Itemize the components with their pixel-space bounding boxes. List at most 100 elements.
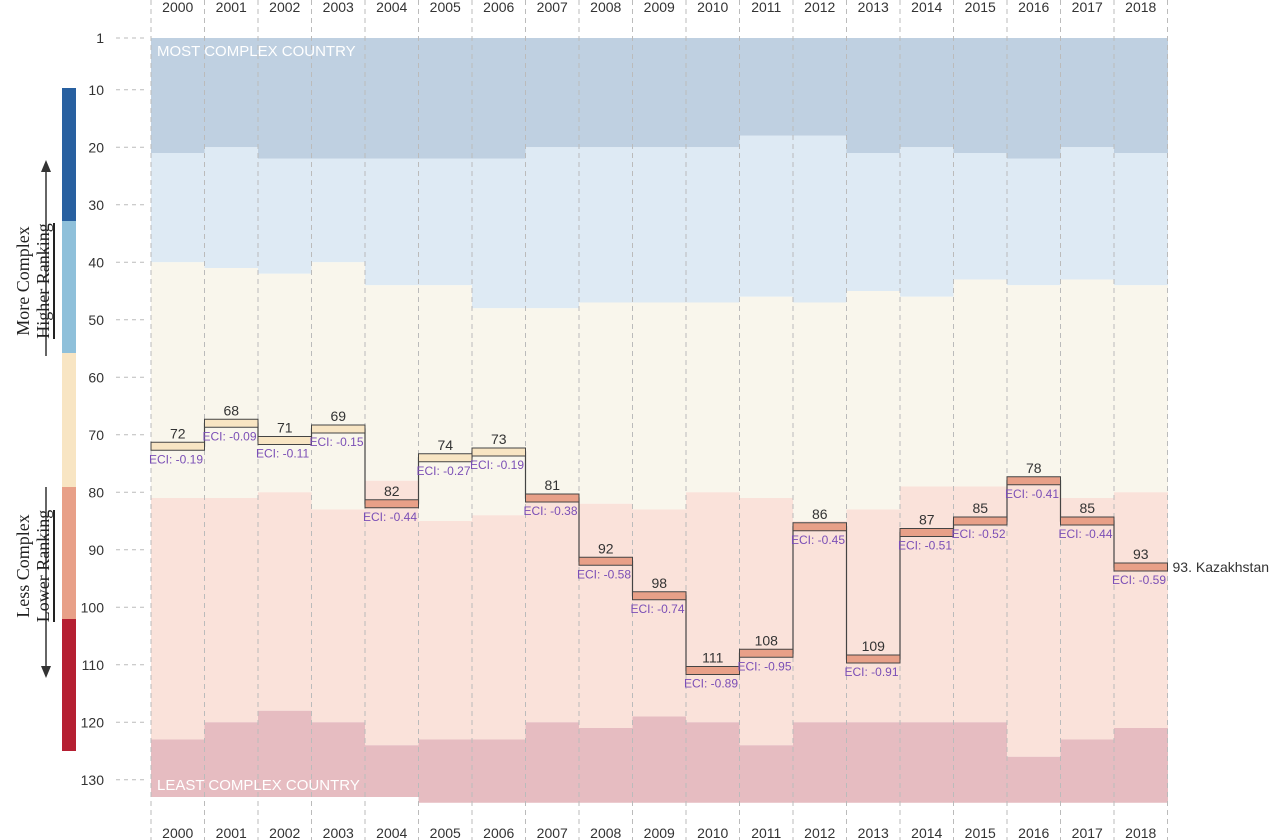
year-label-top-2004: 2004 [376,0,407,15]
band-top-2015 [953,38,1008,153]
eci-label-2016: ECI: -0.41 [1005,487,1059,501]
year-label-bottom-2004: 2004 [376,825,407,840]
year-label-top-2015: 2015 [965,0,996,15]
rank-marker-2006 [471,447,526,457]
band-top-2007 [525,38,580,148]
year-label-top-2017: 2017 [1072,0,1103,15]
rank-value-label-2003: 69 [330,408,346,424]
band-middle-2010 [686,302,740,493]
band-bottom-2003 [311,722,366,797]
band-lower-2001 [204,498,259,723]
band-lower-2013 [846,509,901,723]
band-lower-2015 [953,486,1008,723]
rank-value-label-2007: 81 [544,477,560,493]
year-label-top-2000: 2000 [162,0,193,15]
y-tick-label-50: 50 [88,312,104,328]
rank-value-label-2011: 108 [755,632,779,648]
rank-marker-2003 [311,424,366,434]
band-lower-2008 [579,503,633,728]
rank-value-label-2016: 78 [1026,460,1042,476]
rank-value-label-2006: 73 [491,431,507,447]
band-top-2013 [846,38,901,153]
rank-value-label-2001: 68 [223,402,239,418]
band-bottom-2002 [258,710,312,797]
band-top-2004 [365,38,419,159]
band-lower-2011 [739,498,794,746]
band-upper-2015 [953,153,1008,280]
y-tick-label-120: 120 [81,714,105,730]
year-label-top-2008: 2008 [590,0,621,15]
eci-label-2007: ECI: -0.38 [524,504,578,518]
eci-label-2008: ECI: -0.58 [577,567,631,581]
band-lower-2006 [472,515,526,740]
eci-label-2000: ECI: -0.19 [149,452,203,466]
eci-label-2014: ECI: -0.51 [898,539,952,553]
eci-label-2013: ECI: -0.91 [845,665,899,679]
rank-marker-2015 [953,516,1008,526]
band-middle-2013 [846,291,901,510]
rank-marker-2012 [792,522,847,532]
band-top-2014 [900,38,954,148]
band-upper-2018 [1114,153,1168,286]
band-middle-2015 [953,279,1008,487]
band-upper-2002 [258,158,312,274]
year-label-top-2009: 2009 [644,0,675,15]
band-lower-2007 [525,498,580,723]
rank-marker-2014 [899,528,954,537]
year-label-bottom-2017: 2017 [1072,825,1103,840]
year-label-top-2002: 2002 [269,0,300,15]
year-label-bottom-2010: 2010 [697,825,728,840]
year-label-bottom-2003: 2003 [323,825,354,840]
year-label-bottom-2002: 2002 [269,825,300,840]
eci-label-2002: ECI: -0.11 [256,447,309,461]
band-top-2008 [579,38,633,148]
band-bottom-2000 [151,739,205,797]
band-top-2001 [204,38,259,148]
band-upper-2017 [1060,147,1115,280]
year-label-bottom-2014: 2014 [911,825,942,840]
band-middle-2012 [793,302,847,521]
band-middle-2004 [365,285,419,481]
band-bottom-2010 [686,722,740,803]
band-bottom-2018 [1114,728,1168,803]
band-lower-2017 [1060,498,1115,740]
eci-label-2018: ECI: -0.59 [1112,573,1166,587]
rank-value-label-2013: 109 [862,638,886,654]
band-bottom-2011 [739,745,794,803]
band-bottom-2015 [953,722,1008,803]
eci-label-2015: ECI: -0.52 [952,527,1006,541]
rank-marker-2010 [685,666,740,675]
band-middle-2006 [472,308,526,516]
band-bottom-2008 [579,728,633,803]
band-middle-2001 [204,268,259,498]
rank-value-label-2002: 71 [277,420,293,436]
year-label-bottom-2001: 2001 [216,825,247,840]
year-label-top-2006: 2006 [483,0,514,15]
band-upper-2000 [151,153,205,263]
eci-label-2003: ECI: -0.15 [310,435,364,449]
band-middle-2002 [258,273,312,493]
band-top-2006 [472,38,526,159]
year-label-bottom-2011: 2011 [751,825,781,840]
eci-label-2011: ECI: -0.95 [738,659,792,673]
eci-label-2004: ECI: -0.44 [363,510,417,524]
band-lower-2002 [258,492,312,711]
annotation-least-complex: LEAST COMPLEX COUNTRY [157,777,360,794]
band-upper-2008 [579,147,633,303]
year-label-bottom-2016: 2016 [1018,825,1049,840]
y-tick-label-70: 70 [88,427,104,443]
arrow-up-head [41,160,51,172]
band-lower-2012 [793,521,847,723]
band-upper-2014 [900,147,954,297]
band-upper-2010 [686,147,740,303]
rank-value-label-2004: 82 [384,483,400,499]
band-top-2005 [418,38,473,159]
year-label-bottom-2013: 2013 [858,825,889,840]
band-top-2018 [1114,38,1168,153]
band-bottom-2006 [472,739,526,803]
year-label-top-2010: 2010 [697,0,728,15]
year-label-bottom-2000: 2000 [162,825,193,840]
band-top-2010 [686,38,740,148]
year-label-top-2012: 2012 [804,0,835,15]
arrow-down-head [41,666,51,678]
